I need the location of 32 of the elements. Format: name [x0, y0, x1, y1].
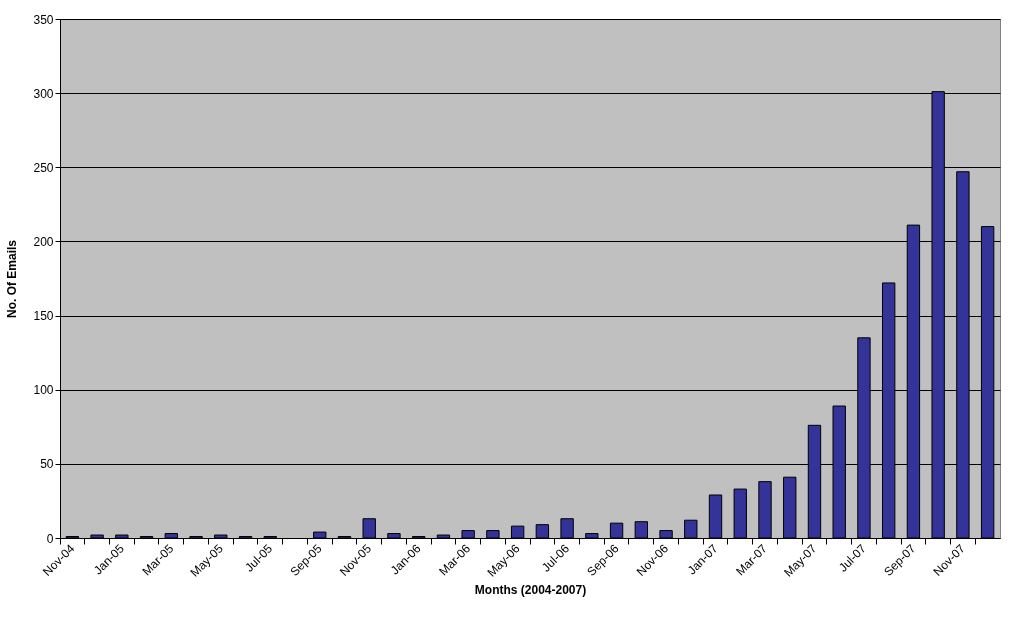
bar: [387, 533, 401, 539]
y-axis-title: No. Of Emails: [5, 239, 20, 319]
y-tick-label: 200: [33, 234, 54, 249]
bar: [115, 534, 129, 539]
bar: [461, 530, 475, 539]
bar: [535, 524, 550, 539]
bar: [214, 534, 228, 539]
y-tick-label: 50: [40, 457, 54, 472]
bar: [486, 530, 500, 539]
bar: [783, 476, 797, 539]
y-tick-label: 100: [33, 383, 54, 398]
y-tick-label: 150: [33, 309, 54, 324]
bar: [758, 481, 772, 539]
bar: [708, 494, 723, 539]
bar: [164, 533, 178, 539]
y-tick-label: 300: [33, 86, 54, 101]
x-axis-title: Months (2004-2007): [474, 583, 587, 598]
bar: [362, 518, 376, 539]
y-tick-label: 350: [33, 12, 54, 27]
bar: [609, 522, 624, 539]
bar: [436, 534, 451, 539]
bar: [634, 521, 648, 539]
bar: [684, 519, 698, 539]
bar: [510, 525, 525, 539]
bar: [659, 530, 673, 539]
y-tick-label: 250: [33, 160, 54, 175]
bar: [733, 488, 747, 539]
bar: [585, 533, 599, 539]
bar: [90, 534, 104, 539]
bar: [313, 531, 327, 539]
bar: [560, 518, 574, 539]
y-tick-label: 0: [46, 531, 54, 546]
